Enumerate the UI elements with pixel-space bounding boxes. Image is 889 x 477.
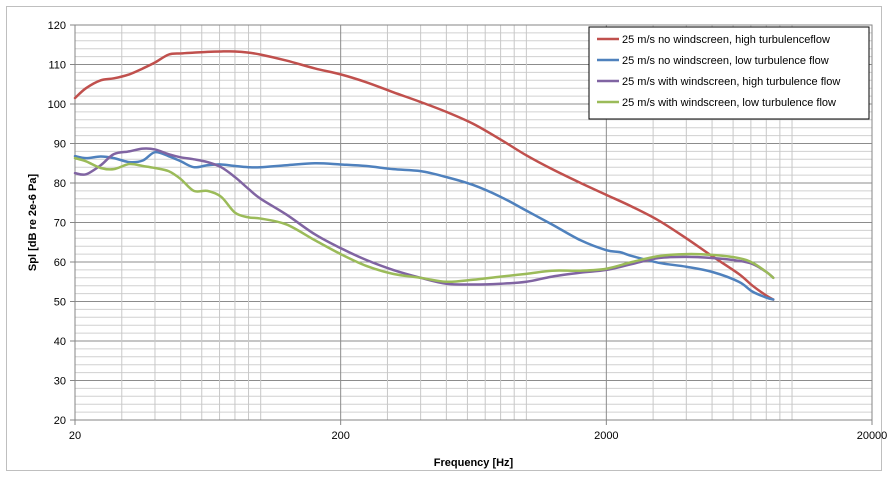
y-tick-label: 70 (54, 218, 66, 230)
series-layer (73, 50, 775, 301)
legend-label: 25 m/s no windscreen, high turbulenceflo… (622, 34, 830, 46)
y-tick-label: 40 (54, 336, 66, 348)
series-line-1 (73, 50, 775, 301)
y-tick-label: 60 (54, 257, 66, 269)
y-tick-label: 100 (48, 99, 66, 111)
y-tick-label: 20 (54, 415, 66, 427)
x-tick-label: 20000 (857, 430, 888, 442)
x-tick-label: 20 (69, 430, 81, 442)
x-tick-label: 2000 (594, 430, 618, 442)
legend-label: 25 m/s with windscreen, high turbulence … (622, 76, 840, 88)
series-line-3 (73, 147, 775, 286)
x-tick-label: 200 (331, 430, 349, 442)
legend-label: 25 m/s no windscreen, low turbulence flo… (622, 55, 829, 67)
ticks-layer: 20 30 40 50 60 70 80 90 100 110 120 20 200 2000 20000 (48, 20, 888, 442)
y-tick-label: 90 (54, 139, 66, 151)
x-axis-title: Frequency [Hz] (434, 457, 514, 469)
y-tick-label: 120 (48, 20, 66, 32)
legend: 25 m/s no windscreen, high turbulenceflo… (588, 26, 870, 120)
y-tick-label: 30 (54, 376, 66, 388)
y-tick-label: 110 (48, 60, 66, 72)
y-axis-title: Spl [dB re 2e-6 Pa] (27, 174, 39, 272)
y-tick-label: 50 (54, 297, 66, 309)
series-line-2 (73, 150, 775, 301)
legend-label: 25 m/s with windscreen, low turbulence f… (622, 97, 836, 109)
legend-box (588, 26, 870, 120)
series-line-4 (73, 156, 775, 284)
y-tick-label: 80 (54, 178, 66, 190)
